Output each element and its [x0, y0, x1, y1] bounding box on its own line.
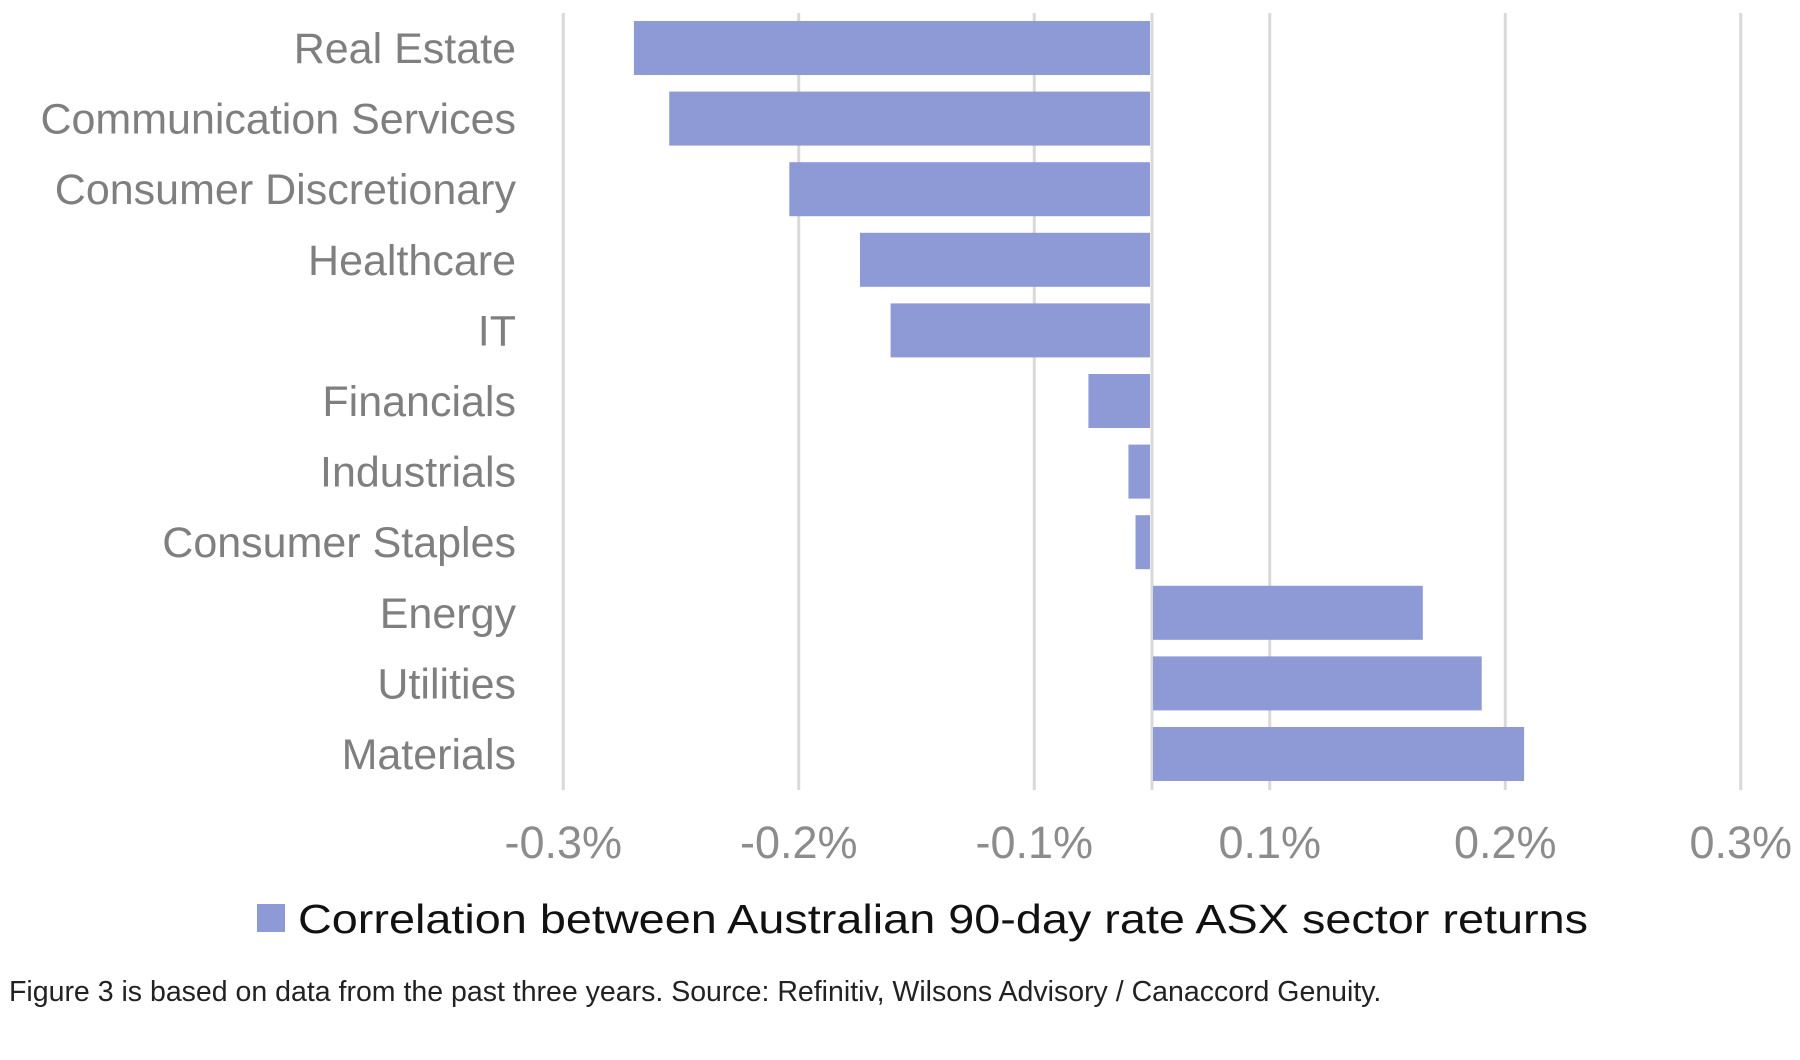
legend-swatch: [257, 904, 285, 932]
x-tick-label: -0.2%: [740, 817, 858, 868]
category-label: Utilities: [377, 660, 516, 708]
category-label: Consumer Discretionary: [55, 166, 517, 214]
category-label: Consumer Staples: [162, 519, 516, 567]
bars: [633, 21, 1525, 781]
bar-it: [890, 303, 1150, 358]
x-tick-label: -0.3%: [504, 817, 622, 868]
category-label: Financials: [322, 378, 516, 426]
category-label: Industrials: [320, 449, 516, 497]
bar-energy: [1153, 585, 1423, 640]
bar-consumer-staples: [1135, 515, 1150, 570]
category-label: Healthcare: [308, 237, 516, 285]
bar-utilities: [1153, 656, 1482, 711]
category-label: Real Estate: [294, 25, 516, 73]
bar-real-estate: [633, 21, 1150, 75]
bar-financials: [1088, 374, 1150, 428]
legend-label: Correlation between Australian 90-day ra…: [298, 896, 1588, 942]
category-label: Energy: [380, 590, 517, 638]
figure-caption: Figure 3 is based on data from the past …: [9, 976, 1382, 1008]
x-tick-label: 0.1%: [1218, 817, 1321, 868]
category-label: IT: [478, 307, 516, 355]
x-tick-labels: -0.3% -0.2% -0.1% 0.1% 0.2% 0.3%: [504, 817, 1792, 868]
legend: Correlation between Australian 90-day ra…: [257, 896, 1588, 942]
bar-materials: [1153, 727, 1525, 781]
x-tick-label: 0.3%: [1689, 817, 1792, 868]
bar-industrials: [1128, 444, 1150, 499]
category-labels: Real Estate Communication Services Consume…: [40, 25, 516, 779]
category-label: Communication Services: [40, 96, 516, 144]
bar-communication-services: [669, 91, 1150, 146]
x-tick-label: 0.2%: [1454, 817, 1557, 868]
category-label: Materials: [342, 731, 516, 779]
x-tick-label: -0.1%: [975, 817, 1093, 868]
bar-consumer-discretionary: [789, 162, 1150, 217]
bar-healthcare: [859, 232, 1150, 287]
